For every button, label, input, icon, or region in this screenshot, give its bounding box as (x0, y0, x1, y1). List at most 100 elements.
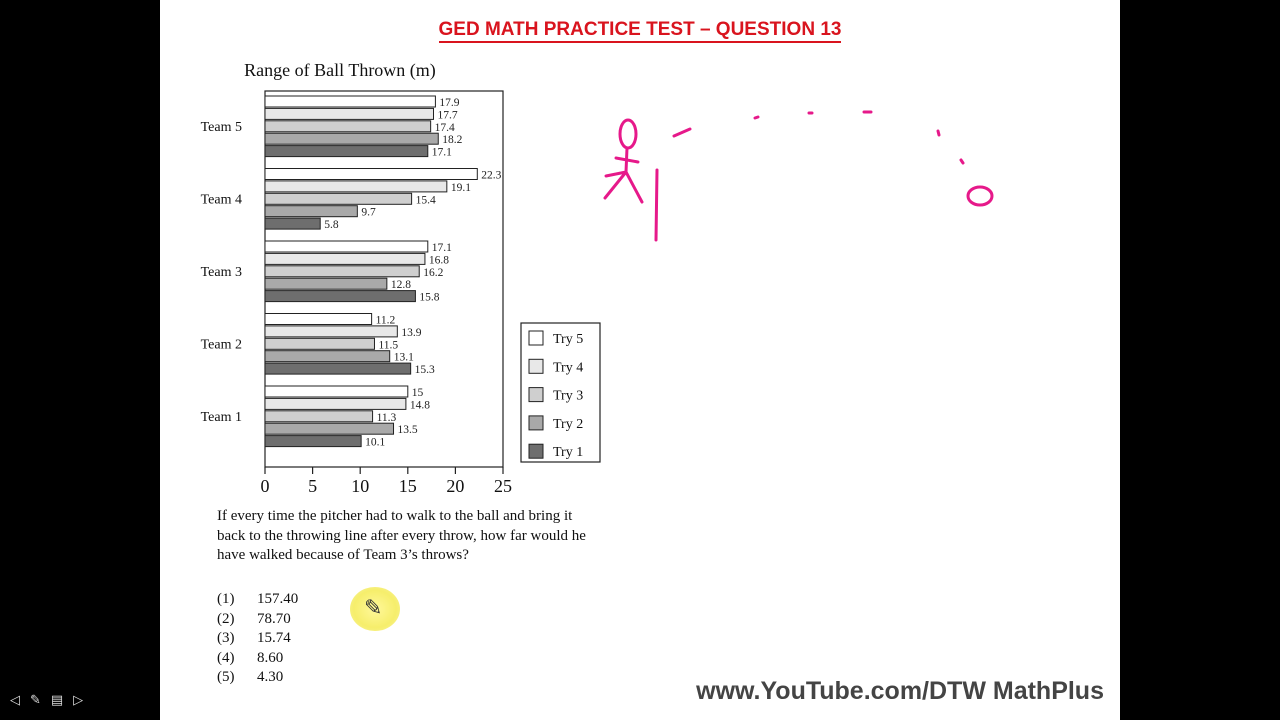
bar-team-3-try-3 (264, 265, 420, 278)
value-label: 22.3 (481, 170, 501, 182)
x-tick-label: 20 (446, 476, 464, 496)
question-text: If every time the pitcher had to walk to… (217, 508, 586, 563)
watermark: www.YouTube.com/DTW MathPlus (696, 677, 1104, 705)
bar-team-2-try-4 (264, 325, 398, 338)
stick-figure-body (603, 146, 644, 204)
value-label: 11.5 (378, 339, 398, 351)
bar-team-1-try-5 (264, 385, 409, 398)
bar-team-4-try-2 (264, 205, 358, 218)
ink-sketch (603, 110, 994, 242)
bar-team-4-try-5 (264, 168, 478, 180)
choice-number: (4) (217, 649, 235, 666)
legend-swatch (528, 443, 544, 459)
bar-team-1-try-4 (264, 397, 407, 410)
value-label: 19.1 (451, 182, 471, 194)
category-label: Team 5 (201, 120, 242, 135)
choice-value: 15.74 (257, 630, 291, 646)
choice-number: (2) (217, 610, 235, 627)
choice-number: (1) (217, 591, 235, 607)
x-tick-label: 0 (261, 476, 270, 496)
x-tick-label: 15 (399, 476, 417, 496)
bar-team-5-try-5 (264, 95, 436, 108)
choice-value: 157.40 (257, 591, 299, 607)
value-label: 13.9 (401, 327, 421, 339)
throwing-line (654, 168, 659, 242)
bar-team-2-try-5 (264, 313, 373, 325)
bar-team-2-try-1 (264, 362, 412, 375)
choice-value: 78.70 (257, 610, 291, 627)
ball-path (672, 127, 692, 138)
value-label: 18.2 (442, 134, 462, 146)
value-label: 5.8 (324, 219, 339, 231)
bars (264, 95, 478, 448)
pencil-cursor: ✎ (350, 587, 400, 631)
category-label: Team 4 (201, 193, 242, 208)
choice-value: 4.30 (257, 669, 284, 685)
bar-team-1-try-2 (264, 422, 395, 435)
bar-team-2-try-2 (264, 350, 391, 363)
answer-choice: (5) 4.30 (217, 668, 298, 688)
value-label: 15 (412, 387, 424, 399)
legend-swatch (528, 415, 544, 431)
answer-choice: (4) 8.60 (217, 649, 298, 669)
value-label: 17.7 (438, 109, 458, 121)
legend-swatch (528, 330, 544, 346)
answer-choice: (3) 15.74 (217, 629, 298, 649)
bar-team-5-try-2 (264, 132, 439, 145)
slide-nav-controls[interactable]: ◁✎▤▷ (10, 693, 94, 708)
bar-team-4-try-1 (264, 217, 321, 230)
bar-team-2-try-3 (264, 337, 375, 350)
x-tick-label: 25 (494, 476, 512, 496)
value-label: 15.3 (415, 364, 435, 376)
x-axis: 0 5 10 15 20 25 (261, 467, 512, 496)
stick-figure-head (618, 118, 638, 150)
slide-title-text: GED MATH PRACTICE TEST – QUESTION 13 (438, 19, 842, 43)
value-label: 15.4 (416, 194, 436, 206)
value-label: 17.9 (439, 97, 459, 109)
value-label: 9.7 (361, 207, 376, 219)
pencil-icon: ✎ (364, 596, 383, 621)
value-label: 14.8 (410, 399, 430, 411)
choice-number: (5) (217, 669, 235, 685)
value-label: 13.1 (394, 352, 414, 364)
category-labels: Team 1 Team 2 Team 3 Team 4 Team 5 (201, 120, 242, 425)
category-label: Team 2 (201, 338, 242, 353)
legend: Try 5 Try 4 Try 3 Try 2 Try 1 (520, 322, 601, 463)
answer-choices: (1) 157.40 (2) 78.70 (3) 15.74 (4) 8.60 (5) 4.30 (217, 590, 298, 688)
choice-value: 8.60 (257, 649, 284, 666)
x-tick-label: 10 (351, 476, 369, 496)
slide-title: GED MATH PRACTICE TEST – QUESTION 13 (160, 19, 1120, 43)
legend-label: Try 2 (553, 417, 583, 432)
bar-team-3-try-5 (264, 240, 429, 253)
legend-label: Try 1 (553, 445, 583, 460)
value-label: 11.3 (377, 412, 397, 424)
category-label: Team 1 (201, 410, 242, 425)
ball (966, 185, 994, 207)
slide: GED MATH PRACTICE TEST – QUESTION 13 Ran… (160, 0, 1120, 720)
value-label: 15.8 (419, 292, 439, 304)
answer-choice: (1) 157.40 (217, 590, 298, 610)
value-label: 13.5 (398, 424, 418, 436)
legend-label: Try 5 (553, 332, 583, 347)
bar-team-5-try-1 (264, 145, 429, 158)
bar-team-5-try-3 (264, 120, 432, 133)
value-label: 11.2 (376, 315, 396, 327)
value-labels: 10.1 13.511.3 14.815 15.313.111.513.9 11.2 15… (324, 97, 501, 449)
ball-path-dot (753, 110, 965, 165)
answer-choice: (2) 78.70 (217, 610, 298, 630)
value-label: 12.8 (391, 279, 411, 291)
value-label: 17.1 (432, 147, 452, 159)
bar-team-4-try-3 (264, 192, 413, 205)
legend-label: Try 4 (553, 360, 583, 375)
bar-team-1-try-1 (264, 435, 362, 448)
value-label: 16.2 (423, 267, 443, 279)
value-label: 10.1 (365, 437, 385, 449)
value-label: 17.1 (432, 242, 452, 254)
legend-label: Try 3 (553, 389, 583, 404)
legend-swatch (528, 358, 544, 374)
bar-team-3-try-1 (264, 290, 416, 303)
category-label: Team 3 (201, 265, 242, 280)
chart-title: Range of Ball Thrown (m) (244, 60, 436, 81)
x-tick-label: 5 (308, 476, 317, 496)
bar-chart: Range of Ball Thrown (m) 10.1 13.511.3 14.… (201, 60, 601, 496)
